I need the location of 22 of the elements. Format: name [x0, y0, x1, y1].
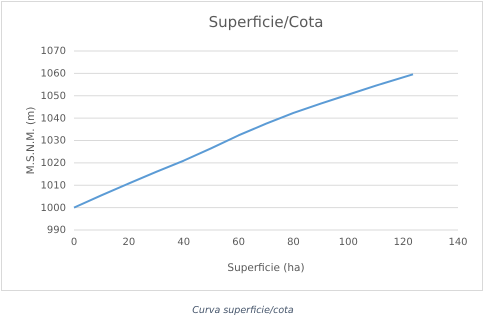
x-tick-label: 120	[394, 237, 413, 248]
y-tick-label: 1010	[40, 180, 66, 192]
chart-title: Superficie/Cota	[208, 13, 324, 31]
y-tick-label: 1020	[40, 158, 66, 170]
line-series	[73, 73, 414, 209]
x-tick-label: 40	[177, 237, 190, 248]
y-tick-label: 1000	[40, 202, 66, 214]
x-tick-label: 0	[70, 237, 78, 248]
x-tick-label: 140	[448, 237, 468, 248]
y-tick-label: 1030	[40, 136, 66, 147]
y-tick-label: 990	[46, 225, 66, 236]
y-axis-title: M.S.N.M. (m)	[25, 106, 37, 174]
text: Curva superficie/cota	[192, 305, 294, 316]
y-tick-label: 1060	[40, 68, 66, 80]
x-tick-label: 20	[122, 237, 136, 248]
y-tick-label: 1040	[40, 113, 66, 124]
x-axis-title: Superficie (ha)	[227, 262, 305, 274]
x-tick-label: 100	[338, 237, 358, 248]
x-tick-label: 60	[232, 237, 245, 248]
y-tick-label: 1070	[40, 46, 66, 58]
y-tick-label: 1050	[40, 90, 66, 102]
x-tick-label: 80	[287, 237, 300, 248]
